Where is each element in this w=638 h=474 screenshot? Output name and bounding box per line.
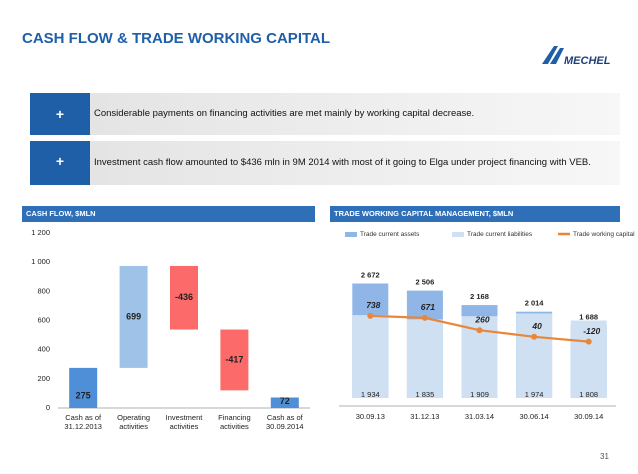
y-tick-label: 200 bbox=[37, 374, 50, 383]
x-tick-label: 31.03.14 bbox=[464, 412, 495, 421]
line-marker bbox=[476, 327, 483, 334]
x-tick-label: 31.12.13 bbox=[410, 412, 440, 421]
bar bbox=[220, 329, 249, 391]
bar bbox=[69, 367, 98, 408]
line-marker bbox=[421, 314, 428, 321]
data-label: 72 bbox=[280, 396, 290, 406]
bar bbox=[170, 265, 198, 330]
data-label: -436 bbox=[175, 292, 193, 302]
data-label: 671 bbox=[421, 302, 435, 312]
bar bbox=[270, 397, 299, 408]
logo-mark bbox=[542, 46, 564, 64]
data-label: 1 974 bbox=[525, 390, 544, 399]
data-label: -120 bbox=[583, 326, 600, 336]
bar bbox=[570, 320, 607, 398]
bullet-icon: + bbox=[30, 141, 90, 185]
data-label: 260 bbox=[474, 314, 489, 324]
x-tick-label: Cash as of 30.09.2014 bbox=[266, 413, 304, 431]
bar bbox=[406, 319, 443, 398]
logo: MECHEL bbox=[542, 46, 611, 67]
bar bbox=[352, 315, 389, 398]
x-tick-label: Financing activities bbox=[218, 413, 251, 431]
legend-label: Trade current assets bbox=[360, 231, 420, 238]
data-label: -417 bbox=[225, 354, 243, 364]
y-tick-label: 400 bbox=[37, 345, 50, 354]
line-marker bbox=[531, 333, 538, 340]
data-label: 1 688 bbox=[579, 313, 598, 322]
x-tick-label: Investment activities bbox=[165, 413, 203, 431]
data-label: 1 808 bbox=[579, 390, 598, 399]
data-label: 1 835 bbox=[416, 390, 435, 399]
y-tick-label: 1 200 bbox=[31, 228, 50, 237]
x-tick-label: 30.09.14 bbox=[574, 412, 604, 421]
legend-swatch bbox=[345, 232, 357, 237]
legend-label: Trade working capital bbox=[573, 231, 635, 238]
data-label: 2 014 bbox=[525, 299, 545, 308]
data-label: 738 bbox=[366, 300, 380, 310]
bullet-box: Investment cash flow amounted to $436 ml… bbox=[90, 141, 620, 185]
line-marker bbox=[367, 312, 374, 319]
slide-title: CASH FLOW & TRADE WORKING CAPITAL bbox=[22, 30, 331, 47]
y-tick-label: 0 bbox=[46, 403, 50, 412]
section-header: CASH FLOW, $MLN bbox=[22, 206, 315, 222]
bullet-box: Considerable payments on financing activ… bbox=[90, 93, 620, 135]
data-label: 1 909 bbox=[470, 390, 489, 399]
section-header: TRADE WORKING CAPITAL MANAGEMENT, $MLN bbox=[330, 206, 620, 222]
bullet-text: Investment cash flow amounted to $436 ml… bbox=[94, 157, 591, 168]
x-tick-label: Cash as of 31.12.2013 bbox=[64, 413, 102, 431]
line-marker bbox=[585, 338, 592, 345]
data-label: 699 bbox=[126, 311, 141, 321]
y-tick-label: 600 bbox=[37, 315, 50, 324]
data-label: 2 168 bbox=[470, 292, 489, 301]
data-label: 2 506 bbox=[416, 278, 435, 287]
data-label: 40 bbox=[531, 321, 542, 331]
legend-label: Trade current liabilities bbox=[467, 231, 533, 238]
x-tick-label: Operating activities bbox=[117, 413, 151, 431]
bar bbox=[516, 313, 553, 398]
y-tick-label: 1 000 bbox=[31, 257, 50, 266]
page-number: 31 bbox=[600, 452, 609, 461]
bar bbox=[119, 265, 148, 368]
data-label: 275 bbox=[76, 390, 91, 400]
legend-swatch bbox=[452, 232, 464, 237]
data-label: 2 672 bbox=[361, 270, 380, 279]
bullet-text: Considerable payments on financing activ… bbox=[94, 108, 475, 119]
data-label: 1 934 bbox=[361, 390, 380, 399]
y-tick-label: 800 bbox=[37, 286, 50, 295]
bullet-icon: + bbox=[30, 93, 90, 135]
logo-text: MECHEL bbox=[564, 55, 611, 67]
x-tick-label: 30.09.13 bbox=[355, 412, 385, 421]
x-tick-label: 30.06.14 bbox=[519, 412, 549, 421]
